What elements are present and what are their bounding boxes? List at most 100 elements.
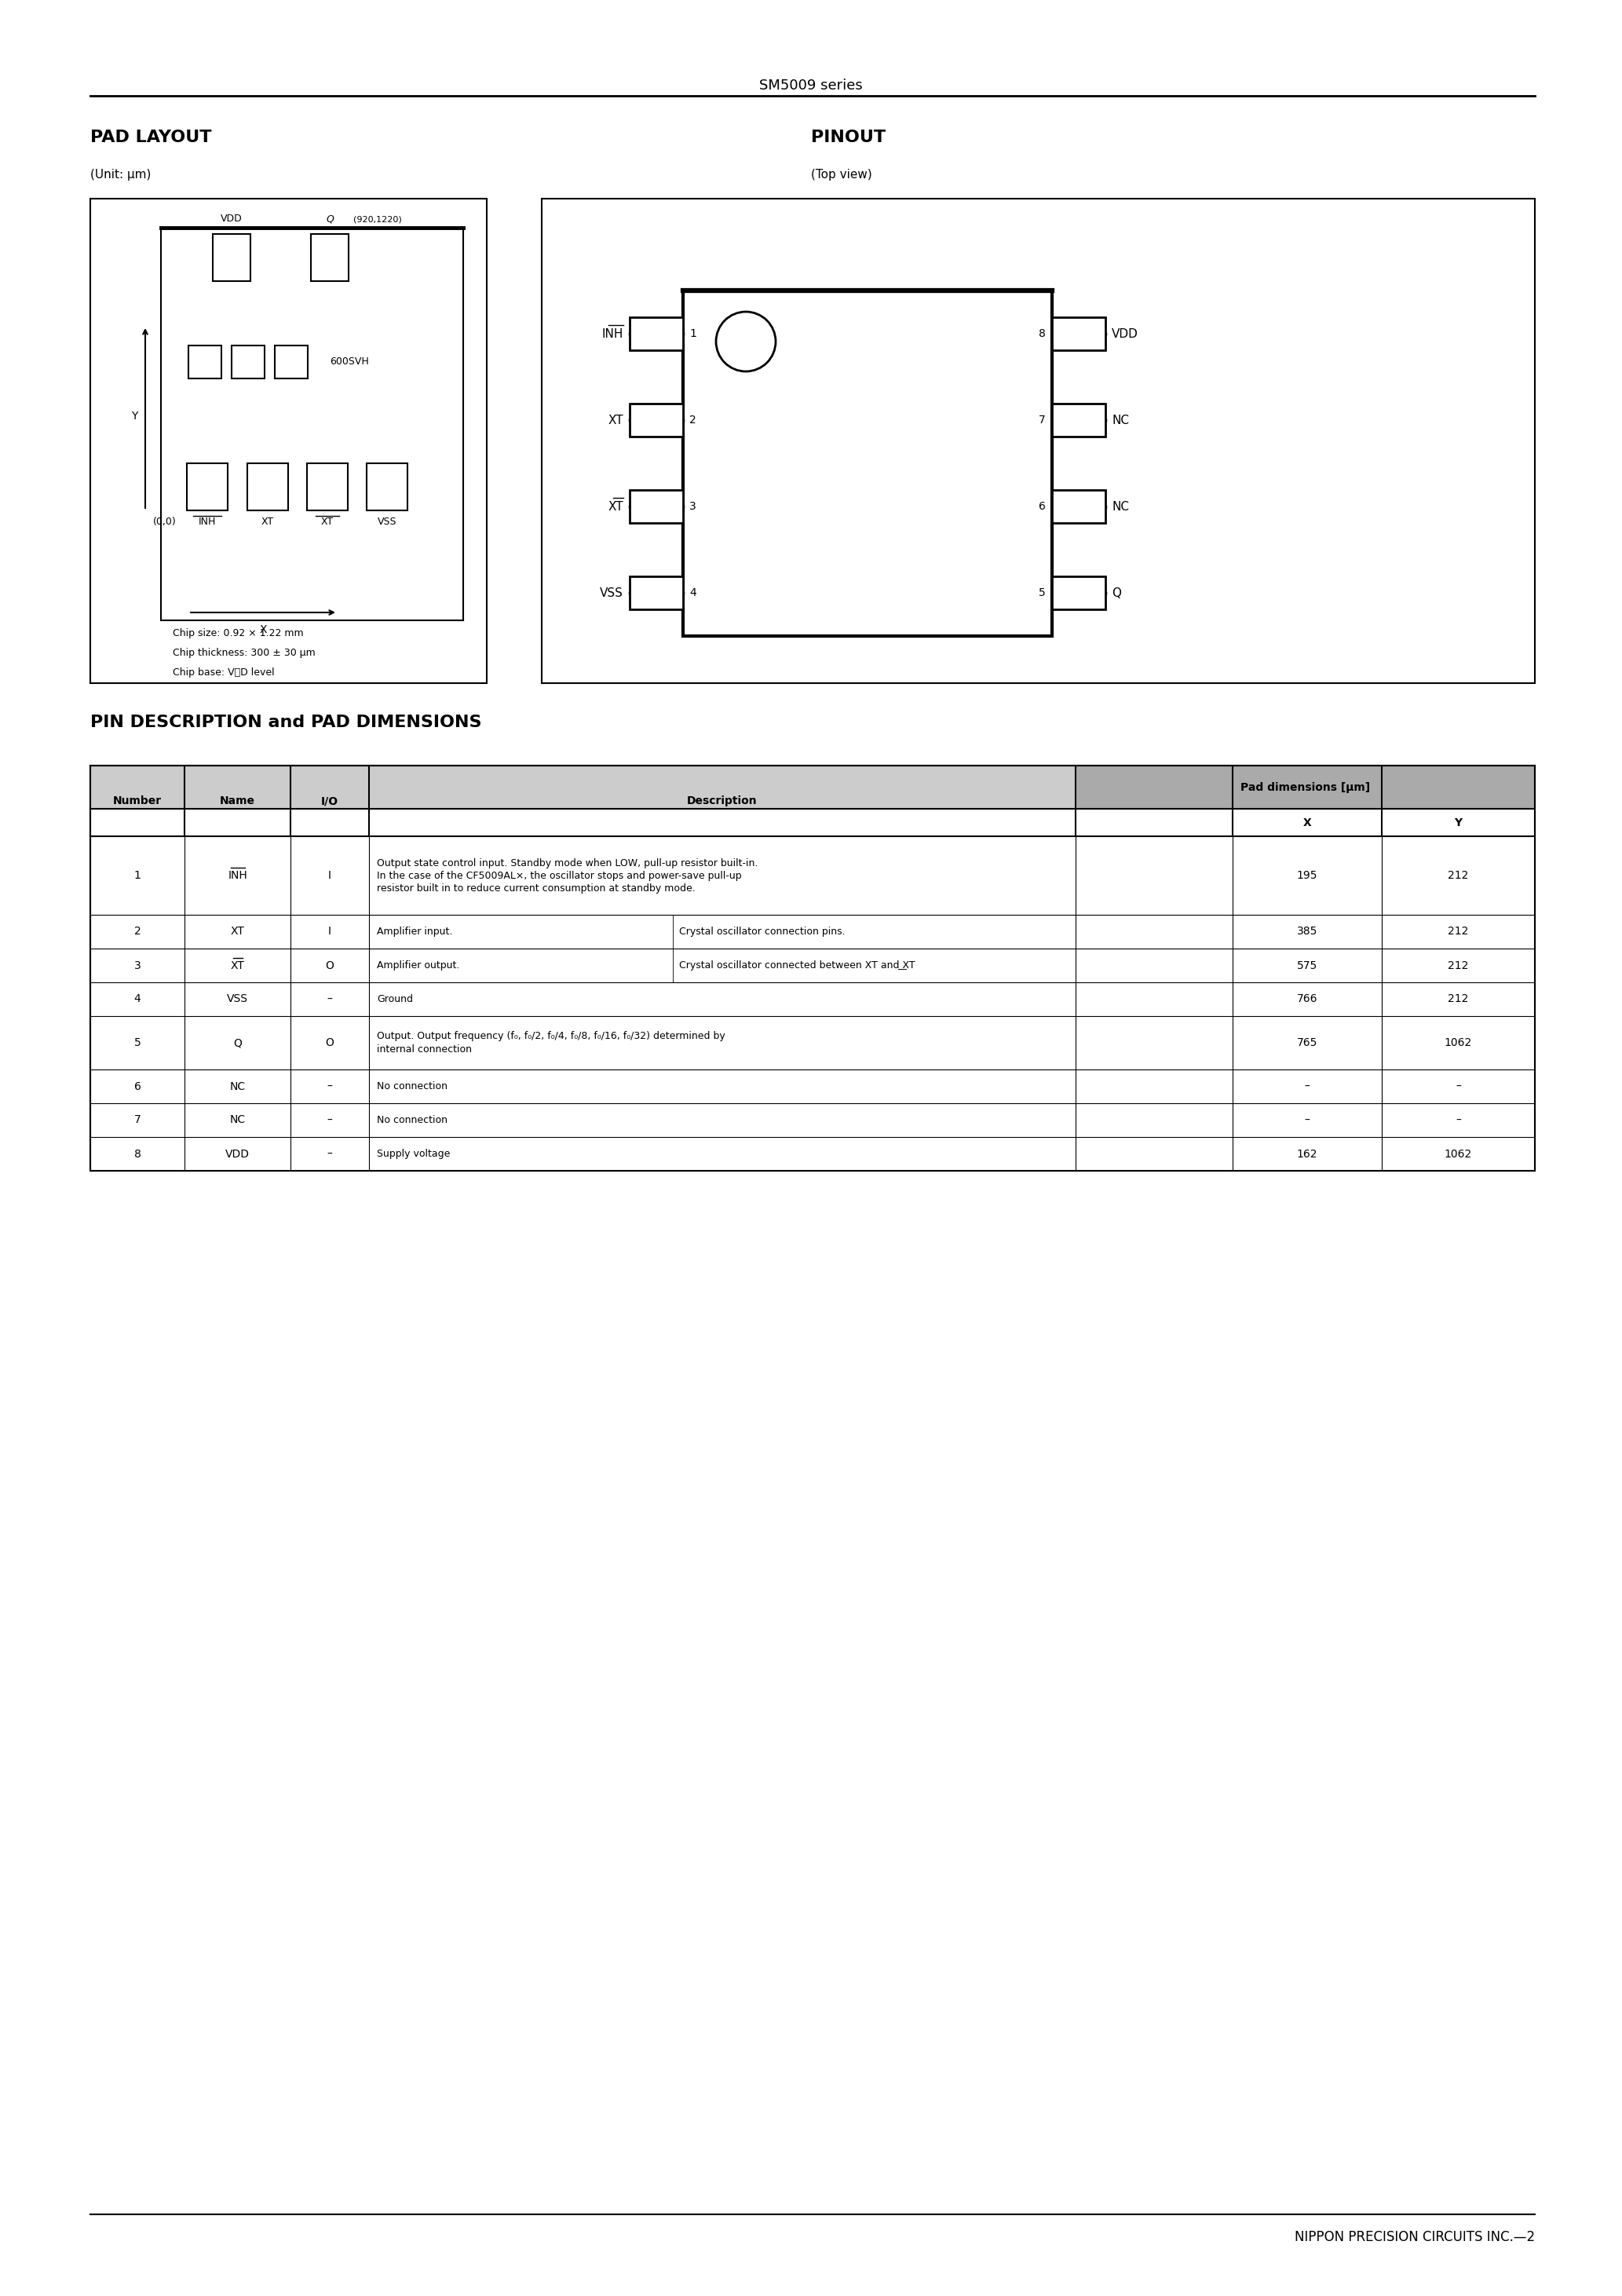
Text: (0,0): (0,0) — [154, 517, 177, 526]
Text: XT: XT — [261, 517, 274, 526]
Text: NIPPON PRECISION CIRCUITS INC.—2: NIPPON PRECISION CIRCUITS INC.—2 — [1294, 2229, 1534, 2243]
Text: 212: 212 — [1448, 994, 1468, 1006]
Bar — [1053, 404, 1106, 436]
Text: PAD LAYOUT: PAD LAYOUT — [91, 129, 211, 145]
Bar — [307, 464, 347, 510]
Text: O: O — [326, 1038, 334, 1049]
Text: –: – — [328, 994, 333, 1006]
Text: Q: Q — [326, 214, 334, 223]
Text: PINOUT: PINOUT — [811, 129, 886, 145]
Text: –: – — [328, 1148, 333, 1159]
Text: VDD: VDD — [225, 1148, 250, 1159]
Text: 4: 4 — [135, 994, 141, 1006]
Text: 212: 212 — [1448, 960, 1468, 971]
Text: NC: NC — [1111, 501, 1129, 512]
Text: INH: INH — [602, 328, 623, 340]
Text: 3: 3 — [135, 960, 141, 971]
Text: 1: 1 — [689, 328, 696, 340]
Text: VSS: VSS — [378, 517, 397, 526]
Bar — [1075, 765, 1534, 808]
Text: In the case of the CF5009AL×, the oscillator stops and power-save pull-up: In the case of the CF5009AL×, the oscill… — [376, 870, 741, 882]
Bar — [188, 344, 221, 379]
Bar — [91, 765, 1534, 1171]
Text: 765: 765 — [1298, 1038, 1317, 1049]
Text: I: I — [328, 870, 331, 882]
Text: Chip size: 0.92 × 1.22 mm: Chip size: 0.92 × 1.22 mm — [172, 629, 303, 638]
Text: No connection: No connection — [376, 1116, 448, 1125]
Bar — [91, 200, 487, 684]
Text: 1062: 1062 — [1445, 1038, 1473, 1049]
Text: internal connection: internal connection — [376, 1045, 472, 1054]
Text: XT: XT — [608, 501, 623, 512]
Text: –: – — [328, 1114, 333, 1125]
Text: 195: 195 — [1296, 870, 1317, 882]
Text: 2: 2 — [689, 416, 696, 425]
Text: Y: Y — [131, 411, 138, 422]
Text: NC: NC — [230, 1081, 245, 1093]
Text: Output state control input. Standby mode when LOW, pull-up resistor built-in.: Output state control input. Standby mode… — [376, 859, 757, 868]
Text: –: – — [1304, 1081, 1311, 1093]
Text: –: – — [1455, 1081, 1461, 1093]
Text: Number: Number — [114, 794, 162, 806]
Text: O: O — [326, 960, 334, 971]
Text: Y: Y — [1455, 817, 1463, 829]
Text: Q: Q — [234, 1038, 242, 1049]
Text: NC: NC — [1111, 413, 1129, 427]
Text: –: – — [1455, 1114, 1461, 1125]
Text: VDD: VDD — [221, 214, 243, 223]
Text: 6: 6 — [1038, 501, 1046, 512]
Text: 766: 766 — [1296, 994, 1317, 1006]
Text: Amplifier output.: Amplifier output. — [376, 960, 459, 971]
Text: –: – — [1304, 1114, 1311, 1125]
Text: XT: XT — [230, 960, 245, 971]
Bar — [542, 200, 1534, 684]
Text: 385: 385 — [1298, 925, 1317, 937]
Text: VSS: VSS — [227, 994, 248, 1006]
Text: 5: 5 — [1038, 588, 1046, 599]
Text: 8: 8 — [1038, 328, 1046, 340]
Text: Crystal oscillator connected between XT and ͟XT: Crystal oscillator connected between XT … — [680, 960, 915, 971]
Text: XT: XT — [321, 517, 334, 526]
Text: 8: 8 — [135, 1148, 141, 1159]
Text: INH: INH — [198, 517, 216, 526]
Text: X: X — [260, 625, 266, 636]
Circle shape — [715, 312, 775, 372]
Text: X: X — [1302, 817, 1312, 829]
Text: SM5009 series: SM5009 series — [759, 78, 863, 92]
Text: resistor built in to reduce current consumption at standby mode.: resistor built in to reduce current cons… — [376, 884, 696, 893]
Bar — [311, 234, 349, 280]
Text: 5: 5 — [135, 1038, 141, 1049]
Text: 7: 7 — [1038, 416, 1046, 425]
Text: Q: Q — [1111, 588, 1121, 599]
Text: Supply voltage: Supply voltage — [376, 1148, 451, 1159]
Text: 6: 6 — [135, 1081, 141, 1093]
Text: 4: 4 — [689, 588, 696, 599]
Text: VDD: VDD — [1111, 328, 1139, 340]
Text: Chip base: V₝D level: Chip base: V₝D level — [172, 668, 274, 677]
Bar — [629, 489, 683, 523]
Bar — [629, 404, 683, 436]
Text: I/O: I/O — [321, 794, 339, 806]
Bar — [367, 464, 407, 510]
Text: 7: 7 — [135, 1114, 141, 1125]
Text: 575: 575 — [1298, 960, 1317, 971]
Bar — [274, 344, 308, 379]
Text: 1: 1 — [135, 870, 141, 882]
Text: 1062: 1062 — [1445, 1148, 1473, 1159]
Text: PIN DESCRIPTION and PAD DIMENSIONS: PIN DESCRIPTION and PAD DIMENSIONS — [91, 714, 482, 730]
Bar — [212, 234, 250, 280]
Text: Chip thickness: 300 ± 30 μm: Chip thickness: 300 ± 30 μm — [172, 647, 315, 659]
Text: 600SVH: 600SVH — [329, 356, 368, 367]
Text: 3: 3 — [689, 501, 696, 512]
Bar — [629, 317, 683, 351]
Text: (Unit: μm): (Unit: μm) — [91, 170, 151, 181]
Bar — [683, 292, 1053, 636]
Bar — [1053, 576, 1106, 608]
Text: INH: INH — [227, 870, 247, 882]
Text: 212: 212 — [1448, 870, 1468, 882]
Text: (920,1220): (920,1220) — [354, 216, 402, 223]
Text: XT: XT — [608, 413, 623, 427]
Text: Ground: Ground — [376, 994, 414, 1003]
Text: Description: Description — [688, 794, 757, 806]
Bar — [629, 576, 683, 608]
